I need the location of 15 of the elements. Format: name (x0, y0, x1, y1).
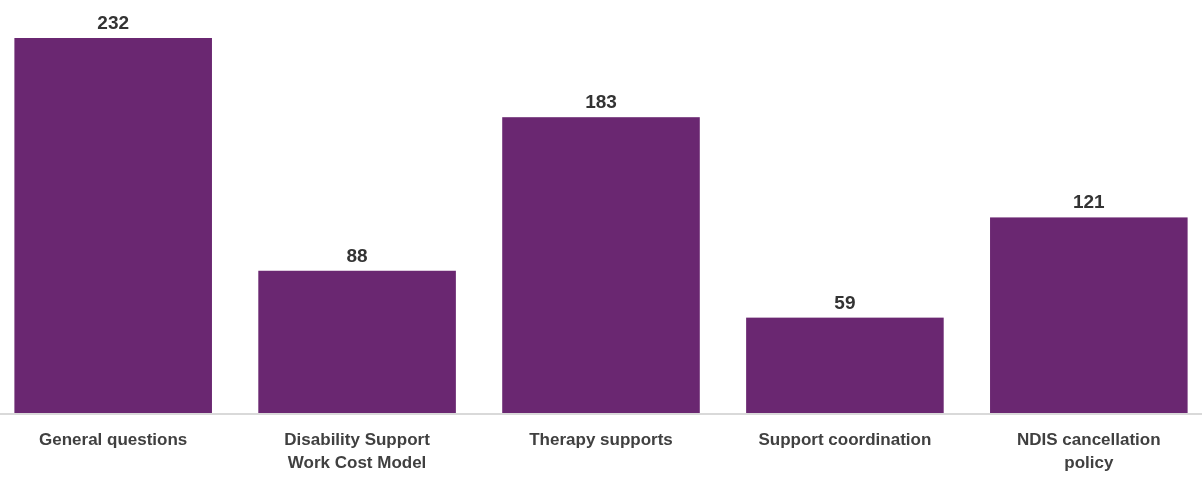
bar (258, 270, 456, 413)
data-label: 59 (834, 291, 856, 313)
bar (14, 38, 212, 413)
x-tick-label: Disability Support Work Cost Model (284, 430, 431, 472)
x-tick-label: Support coordination (758, 430, 932, 449)
bar (990, 217, 1188, 413)
x-tick-label: Therapy supports (529, 430, 673, 449)
data-label: 88 (346, 244, 368, 266)
data-label: 183 (585, 91, 617, 113)
data-label: 232 (97, 12, 130, 33)
data-label: 121 (1072, 191, 1106, 213)
x-tick-label: NDIS cancellation policy (1017, 430, 1161, 472)
bar (502, 117, 700, 413)
x-tick-label: General questions (39, 430, 188, 449)
bar (746, 317, 944, 413)
